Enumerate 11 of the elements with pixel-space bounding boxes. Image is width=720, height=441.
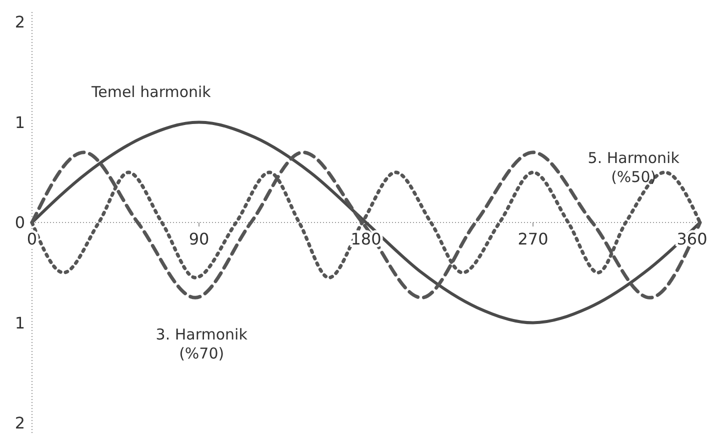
annotation: 3. Harmonik (%70) [156,326,248,362]
annotation: Temel harmonik [90,83,212,102]
annotation: 5. Harmonik (%50) [588,149,680,186]
x-tick-label: 90 [188,230,210,248]
y-tick-label: 2 [14,12,26,32]
y-tick-label: 1 [14,313,26,332]
y-tick-label: 0 [14,213,26,232]
x-tick-label: 0 [26,230,38,248]
x-tick-label: 270 [518,230,548,248]
y-tick-label: 2 [14,414,26,433]
y-tick-label: 1 [14,112,26,132]
